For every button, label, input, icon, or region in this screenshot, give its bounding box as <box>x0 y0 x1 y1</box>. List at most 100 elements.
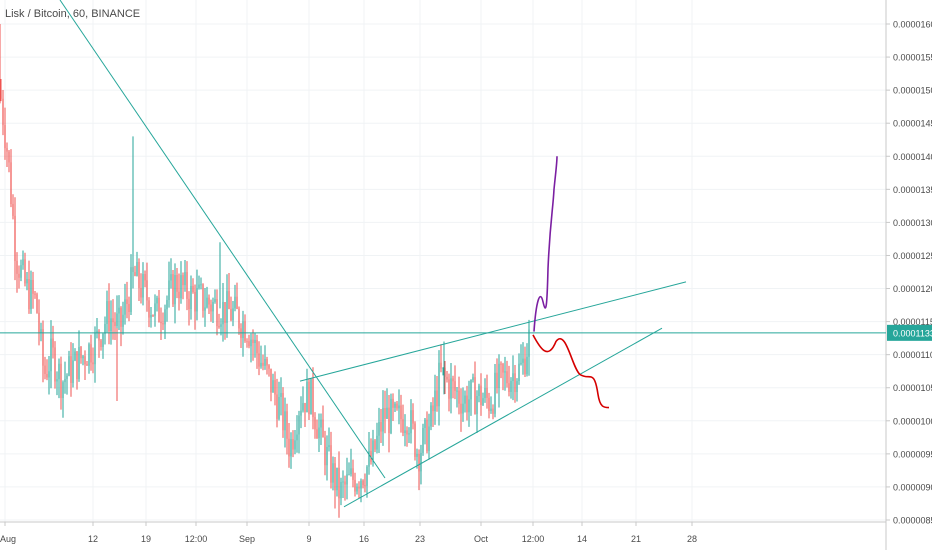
candle-body <box>508 383 510 392</box>
candle-body <box>440 362 442 369</box>
candle-body <box>426 419 428 452</box>
candle-body <box>216 299 218 327</box>
chart-title: Lisk / Bitcoin, 60, BINANCE <box>5 8 141 20</box>
candle-body <box>86 364 88 366</box>
candle-body <box>14 215 16 261</box>
candle-body <box>8 151 10 163</box>
candle-body <box>526 356 528 375</box>
candle-body <box>256 339 258 354</box>
candle-body <box>452 378 454 382</box>
candle-body <box>298 415 300 435</box>
price-tick-label: 0.0000110 <box>893 350 932 360</box>
candle-body <box>424 419 426 429</box>
candle-body <box>184 272 186 286</box>
candle-body <box>254 339 256 344</box>
candle-body <box>262 362 264 366</box>
price-tick-label: 0.0000160 <box>893 20 932 30</box>
price-tick-label: 0.0000105 <box>893 383 932 393</box>
candle-body <box>428 426 430 452</box>
time-tick-label: Aug <box>0 534 16 544</box>
candle-body <box>366 466 368 486</box>
candle-body <box>396 403 398 409</box>
candle-body <box>230 308 232 321</box>
price-tick-label: 0.0000120 <box>893 284 932 294</box>
price-tick-label: 0.0000150 <box>893 86 932 96</box>
candle-body <box>82 356 84 359</box>
candle-body <box>410 410 412 434</box>
candle-body <box>484 388 486 399</box>
time-tick-label: 21 <box>631 534 641 544</box>
candle-body <box>224 302 226 323</box>
price-tick-label: 0.0000145 <box>893 119 932 129</box>
candle-body <box>304 403 306 413</box>
candle-body <box>112 318 114 323</box>
candle-body <box>348 474 350 476</box>
candle-body <box>390 398 392 433</box>
candle-body <box>42 329 44 366</box>
candle-body <box>460 403 462 414</box>
candle-body <box>314 417 316 430</box>
candle-body <box>170 274 172 281</box>
candle-body <box>138 262 140 288</box>
candle-body <box>74 351 76 361</box>
candle-body <box>420 452 422 472</box>
candle-body <box>464 395 466 404</box>
price-tick-label: 0.0000135 <box>893 185 932 195</box>
candle-body <box>336 467 338 491</box>
candle-body <box>32 279 34 294</box>
price-tick-label: 0.0000090 <box>893 482 932 492</box>
trendline-descending[interactable] <box>59 0 386 479</box>
price-tick-label: 0.0000155 <box>893 53 932 63</box>
candle-body <box>392 398 394 408</box>
candle-body <box>274 380 276 395</box>
candle-body <box>72 360 74 383</box>
candle-body <box>404 430 406 434</box>
candle-body <box>506 371 508 384</box>
candle-body <box>504 371 506 373</box>
candle-body <box>338 467 340 499</box>
candle-body <box>352 468 354 480</box>
candle-body <box>30 279 32 310</box>
candle-body <box>462 403 464 414</box>
candle-body <box>118 307 120 314</box>
bull-projection[interactable] <box>533 156 558 332</box>
candle-body <box>52 338 54 348</box>
candle-body <box>172 274 174 305</box>
time-tick-label: Sep <box>239 534 255 544</box>
candle-body <box>488 397 490 412</box>
candle-body <box>126 299 128 304</box>
time-tick-label: 23 <box>415 534 425 544</box>
bear-projection[interactable] <box>532 334 610 409</box>
candle-body <box>212 301 214 312</box>
candle-body <box>376 435 378 450</box>
trendline-wedge-upper[interactable] <box>299 281 687 382</box>
candle-body <box>494 372 496 414</box>
candle-body <box>244 321 246 342</box>
candle-body <box>416 453 418 457</box>
candle-body <box>208 297 210 305</box>
candle-body <box>136 262 138 276</box>
candle-body <box>242 321 244 339</box>
candle-body <box>446 376 448 380</box>
candle-body <box>206 297 208 308</box>
candle-body <box>6 148 8 152</box>
candle-body <box>116 313 118 327</box>
candle-body <box>198 284 200 288</box>
candle-body <box>310 378 312 415</box>
last-price-label: 0.0001133 <box>893 328 932 338</box>
candle-body <box>166 300 168 310</box>
candle-body <box>266 358 268 366</box>
candle-body <box>78 347 80 379</box>
candle-body <box>524 358 526 375</box>
candle-body <box>518 363 520 382</box>
candle-body <box>264 358 266 366</box>
candle-body <box>92 362 94 365</box>
candle-body <box>248 341 250 347</box>
trendline-wedge-lower[interactable] <box>343 327 663 508</box>
candle-body <box>76 351 78 379</box>
time-tick-label: 9 <box>306 534 311 544</box>
time-tick-label: 12 <box>88 534 98 544</box>
candle-body <box>272 380 274 393</box>
candle-body <box>144 274 146 281</box>
